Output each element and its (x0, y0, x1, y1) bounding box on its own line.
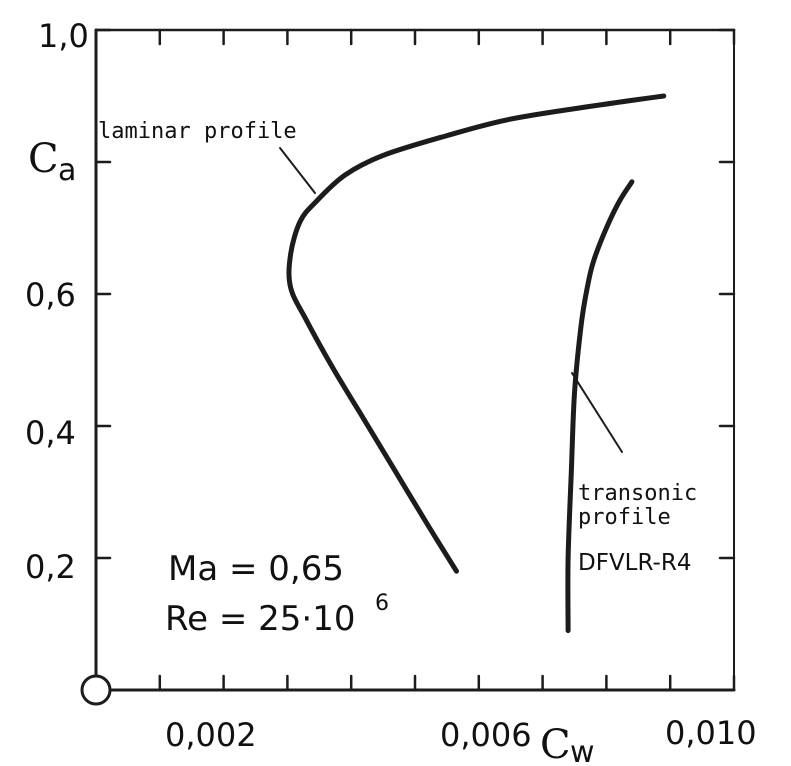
y-axis-title-main: C (28, 136, 59, 182)
transonic-profile-curve (565, 179, 635, 634)
y-tick-label-1-0: 1,0 (38, 17, 89, 55)
x-tick-label-0-006: 0,006 (440, 716, 532, 754)
origin-marker (80, 674, 112, 706)
laminar-profile-curve (286, 93, 667, 574)
series-layer (286, 93, 667, 634)
annotation-laminar-profile: laminar profile (98, 119, 297, 144)
y-axis-title-sub: a (58, 153, 76, 188)
x-axis-title-main: C (540, 722, 571, 766)
annotation-leader-laminar (279, 147, 316, 194)
param-reynolds: Re = 25·10 (165, 599, 355, 639)
annotation-transonic: transonic (578, 481, 697, 506)
y-tick-label-0-6: 0,6 (25, 276, 76, 314)
param-mach: Ma = 0,65 (168, 549, 344, 589)
axis-ticks (94, 28, 736, 692)
y-tick-label-0-2: 0,2 (25, 548, 76, 586)
x-tick-label-0-010: 0,010 (665, 714, 757, 752)
x-axis-title-sub: w (570, 735, 595, 766)
x-tick-label-0-002: 0,002 (165, 716, 257, 754)
annotation-dfvlr-r4: DFVLR-R4 (578, 550, 691, 576)
annotation-profile: profile (578, 505, 671, 530)
y-tick-label-0-4: 0,4 (25, 414, 76, 452)
annotation-leader-transonic (571, 372, 623, 453)
y-axis-title: C a (28, 136, 76, 188)
param-reynolds-exponent: 6 (375, 591, 389, 616)
x-axis-title: C w (540, 722, 595, 766)
